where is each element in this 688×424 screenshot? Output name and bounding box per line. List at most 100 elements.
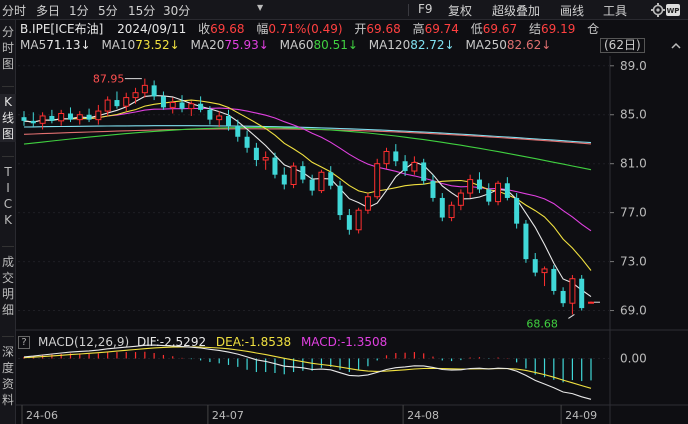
candle-body [67, 113, 73, 120]
candle-body [244, 136, 250, 148]
ma120-line [23, 125, 592, 144]
date-tick-label: 24-07 [212, 409, 244, 422]
candle-body [411, 161, 418, 172]
tools-button[interactable]: 工具 [603, 4, 628, 18]
open-label: 开 [354, 22, 367, 36]
date-tick-label: 24-08 [407, 409, 439, 422]
sidebar-tab-depth[interactable]: 深度资料 [0, 344, 16, 408]
candle-body [364, 196, 371, 211]
candle-body [169, 102, 176, 108]
candle-body [504, 183, 510, 198]
sidebar-tab-intraday[interactable]: 分时图 [0, 24, 16, 72]
candle-body [76, 114, 83, 121]
candle-body [421, 162, 427, 181]
tab-multi-day[interactable]: 多日 [36, 4, 61, 18]
quote-info-bar: B.IPE[ICE布油] 2024/09/11 收69.68 幅0.71%(0.… [20, 20, 599, 38]
adjust-button[interactable]: 复权 [448, 4, 473, 18]
ma-legend: MA571.13↓ MA1073.52↓ MA2075.93↓ MA6080.5… [20, 38, 551, 55]
sidebar-divider [2, 336, 14, 337]
price-tick-label: 69.0 [620, 304, 647, 318]
candle-body [141, 84, 148, 94]
kline-chart[interactable]: 89.0 85.0 81.0 77.0 73.0 69.0 87.95 68.68 0.00 24… [16, 56, 688, 424]
help-icon[interactable]: ? [18, 336, 30, 349]
tab-15min[interactable]: 15分 [128, 4, 156, 18]
svg-text:WP: WP [667, 7, 680, 15]
candle-body [151, 85, 157, 97]
quote-date: 2024/09/11 [117, 22, 187, 36]
dea-value: -1.8538 [244, 335, 292, 349]
tab-intraday[interactable]: 分时 [2, 4, 27, 18]
ma120-label: MA120 [368, 38, 411, 52]
candle-body [337, 185, 343, 216]
low-marker-line [568, 314, 575, 319]
macd-legend: MACD(12,26,9) DIF:-2.5292 DEA:-1.8538 MA… [38, 335, 387, 349]
candle-body [114, 100, 120, 107]
ma250-value: 82.62↓ [506, 38, 552, 52]
change-value: 0.71%(0.49) [268, 22, 343, 36]
candle-body [216, 115, 223, 121]
candle-body [328, 172, 334, 186]
candle-body [253, 147, 259, 161]
candle-body [495, 182, 502, 203]
tab-30min[interactable]: 30分 [163, 4, 191, 18]
ma5-label: MA5 [20, 38, 47, 52]
candle-body [309, 179, 315, 191]
candle-body [300, 166, 306, 180]
symbol-name: B.IPE[ICE布油] [20, 22, 104, 36]
candle-body [21, 117, 27, 121]
sidebar-tab-label: 分时图 [1, 25, 14, 71]
candle-body [374, 163, 381, 198]
candle-body [430, 180, 436, 198]
candle-body [290, 165, 297, 185]
sidebar-divider [2, 246, 14, 247]
candle-body [272, 157, 278, 175]
toolbar-divider [408, 4, 409, 16]
candle-body [569, 278, 576, 304]
wp-icon[interactable]: WP [665, 2, 681, 18]
candle-body [439, 197, 445, 218]
candle-body [588, 301, 594, 304]
candle-body [486, 189, 492, 202]
candle-body [262, 157, 269, 161]
high-marker-label: 87.95 [93, 73, 125, 86]
candle-body [514, 197, 520, 224]
date-tick-label: 24-09 [565, 409, 597, 422]
candle-body [39, 115, 46, 124]
macd-value: -1.3508 [340, 335, 388, 349]
macd-axis-label: 0.00 [620, 352, 647, 366]
price-tick-label: 85.0 [620, 108, 647, 122]
macd-label: MACD: [300, 335, 341, 349]
candle-body [457, 192, 464, 206]
f9-button[interactable]: F9 [418, 2, 433, 16]
candle-body [225, 115, 231, 126]
warehouse-label: 仓 [587, 22, 600, 36]
sidebar-divider [2, 156, 14, 157]
gear-icon[interactable] [650, 2, 666, 18]
sidebar-tab-trades[interactable]: 成交明细 [0, 254, 16, 318]
draw-line-button[interactable]: 画线 [560, 4, 585, 18]
candle-body [86, 114, 92, 120]
candle-body [95, 110, 102, 121]
close-value: 69.68 [210, 22, 245, 36]
candle-body [198, 103, 204, 110]
candle-body [281, 174, 287, 185]
candle-body [160, 96, 166, 108]
candle-body [402, 161, 408, 172]
tab-5min[interactable]: 5分 [98, 4, 118, 18]
ma5-value: 71.13↓ [46, 38, 91, 52]
ma60-line [23, 127, 592, 171]
tab-1min[interactable]: 1分 [69, 4, 89, 18]
price-tick-label: 77.0 [620, 206, 647, 220]
candle-body [448, 204, 455, 219]
top-toolbar: 分时 多日 1分 5分 15分 30分 ▼ F9 复权 超级叠加 画线 工具 W… [0, 0, 688, 20]
range-badge[interactable]: (62日) [600, 38, 645, 53]
candle-body [393, 151, 399, 162]
chevron-up-icon[interactable] [670, 40, 682, 52]
overlay-button[interactable]: 超级叠加 [492, 4, 541, 18]
candle-body [551, 268, 557, 291]
period-dropdown-icon[interactable]: ▼ [257, 3, 264, 12]
